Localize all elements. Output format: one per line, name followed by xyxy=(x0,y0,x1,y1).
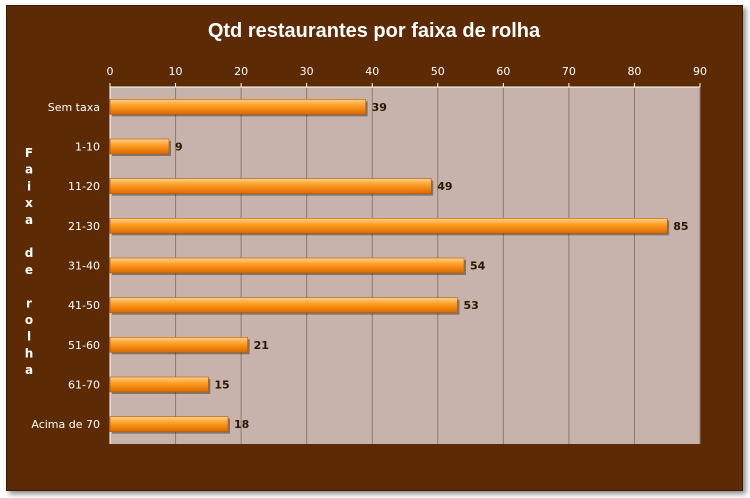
category-label: 21-30 xyxy=(68,220,100,233)
y-axis-title-letter: d xyxy=(25,246,34,260)
x-tick-label: 40 xyxy=(365,65,379,78)
y-axis-title-letter: l xyxy=(27,330,31,344)
category-label: Acima de 70 xyxy=(31,418,100,431)
y-axis-title-letter: a xyxy=(25,163,33,177)
category-label: 11-20 xyxy=(68,180,100,193)
bar xyxy=(109,376,209,393)
data-label: 85 xyxy=(673,220,688,233)
chart-title: Qtd restaurantes por faixa de rolha xyxy=(208,20,541,42)
y-axis-title-letter: x xyxy=(25,196,33,210)
bar xyxy=(109,337,248,353)
y-axis-title-letter: a xyxy=(25,363,33,377)
x-tick-label: 90 xyxy=(693,65,707,78)
bar xyxy=(109,297,458,313)
data-label: 53 xyxy=(463,299,478,312)
x-tick-label: 60 xyxy=(496,65,510,78)
y-axis-title-letter: r xyxy=(26,296,32,310)
bar xyxy=(109,138,170,155)
bar xyxy=(109,218,668,234)
data-label: 39 xyxy=(372,101,387,114)
y-axis-title-letter: a xyxy=(25,213,33,227)
x-tick-label: 0 xyxy=(107,65,114,78)
x-tick-label: 50 xyxy=(431,65,445,78)
bar xyxy=(109,99,366,115)
category-label: 41-50 xyxy=(68,299,100,312)
x-tick-label: 70 xyxy=(562,65,576,78)
data-label: 18 xyxy=(234,418,249,431)
data-label: 15 xyxy=(214,379,229,392)
category-label: 51-60 xyxy=(68,339,100,352)
y-axis-title-letter: h xyxy=(25,346,34,360)
y-axis-title-letter: i xyxy=(27,179,31,193)
y-axis-title-letter: e xyxy=(25,263,33,277)
x-tick-label: 10 xyxy=(169,65,183,78)
category-label: 61-70 xyxy=(68,379,100,392)
bar xyxy=(109,416,229,432)
y-axis-title-letter: F xyxy=(25,146,33,160)
category-label: 1-10 xyxy=(75,141,100,154)
x-tick-label: 80 xyxy=(627,65,641,78)
data-label: 21 xyxy=(254,339,269,352)
data-label: 54 xyxy=(470,260,486,273)
category-label: 31-40 xyxy=(68,260,100,273)
bar xyxy=(109,257,465,274)
data-label: 9 xyxy=(175,141,183,154)
data-label: 49 xyxy=(437,180,452,193)
y-axis-title-letter: o xyxy=(25,313,33,327)
category-label: Sem taxa xyxy=(48,101,100,114)
bar xyxy=(109,178,432,194)
x-tick-label: 20 xyxy=(234,65,248,78)
x-tick-label: 30 xyxy=(300,65,314,78)
